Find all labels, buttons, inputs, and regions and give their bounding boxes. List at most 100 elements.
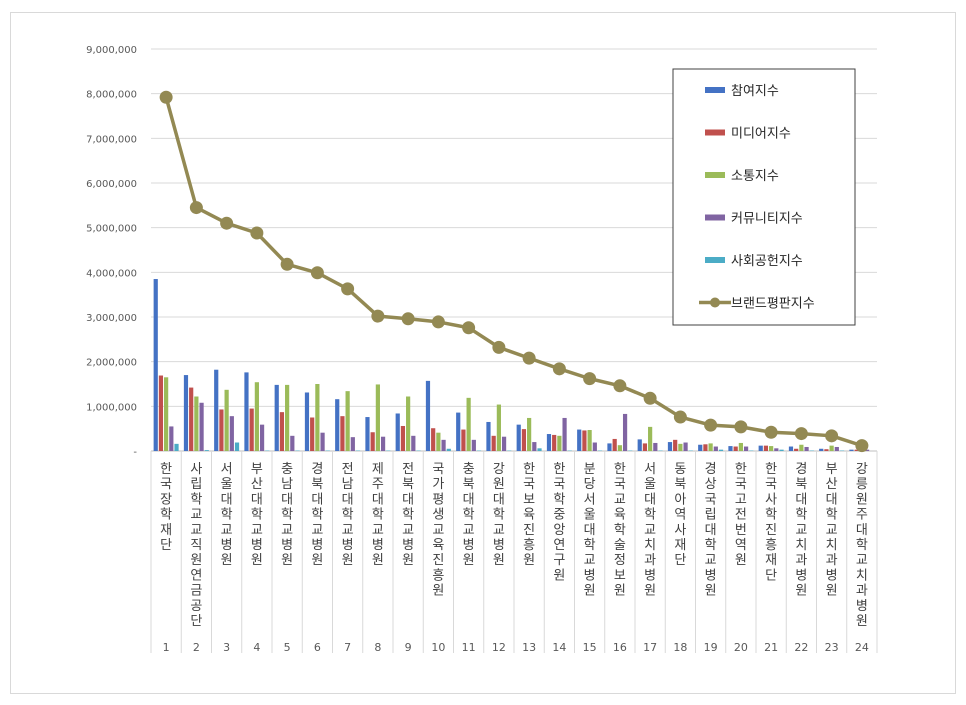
y-tick-label: 3,000,000 [86,313,137,324]
bar [219,409,224,451]
bar [667,442,673,451]
brand-reputation-chart: - 1,000,000 2,000,000 3,000,000 4,000,000 5,0… [86,45,878,654]
bar [562,417,567,451]
bar [532,442,537,451]
rank-label: 21 [764,641,778,654]
bar [249,408,254,451]
line-point [431,315,445,329]
bar [466,397,471,451]
bar [279,412,285,451]
bar [577,429,582,451]
bar [557,435,562,451]
legend-swatch [705,172,725,178]
line-point [401,312,415,326]
bar [713,446,718,451]
bar [224,389,229,451]
bar [521,429,527,451]
line-point [462,321,476,335]
rank-label: 22 [794,641,808,654]
line-point [613,379,627,393]
y-tick-label: 6,000,000 [86,179,137,190]
bar [537,448,542,451]
bar [733,446,738,451]
bar [446,448,451,451]
bar [199,402,204,451]
y-tick-label: 4,000,000 [86,268,137,279]
y-axis: - 1,000,000 2,000,000 3,000,000 4,000,000 5,0… [86,45,137,458]
bar [395,413,400,451]
bar [461,429,466,451]
bar [864,449,870,451]
bar [486,421,491,451]
line-point [220,216,234,230]
bar [496,404,501,451]
bar [516,424,521,451]
bar [441,439,446,451]
bar [274,384,279,451]
bar [708,443,713,451]
line-point [280,257,294,271]
bar [259,424,265,451]
bar [285,384,290,451]
bar [849,449,854,451]
bar [854,449,859,451]
rank-label: 14 [552,641,566,654]
line-point [734,420,748,434]
bars [153,279,870,451]
bar [612,438,617,451]
bar [774,448,779,451]
bar [683,442,688,451]
bar [183,375,189,451]
bar [819,448,824,451]
bar [153,279,158,451]
bar [244,372,249,451]
rank-label: 5 [284,641,291,654]
legend-label: 소통지수 [731,169,779,184]
y-tick-label: 5,000,000 [86,224,137,235]
bar [546,434,552,451]
legend-swatch [705,129,725,136]
bar [527,417,532,451]
legend-swatch [705,214,725,221]
bar [491,435,496,451]
rank-label: 23 [825,641,839,654]
line-point [552,362,566,376]
line-point [250,226,264,240]
bar [345,391,350,451]
rank-label: 24 [855,641,869,654]
bar [380,436,386,451]
bar [769,446,774,451]
bar [788,446,794,451]
rank-label: 12 [492,641,506,654]
bar [174,443,179,451]
rank-label: 13 [522,641,536,654]
bar [728,446,733,451]
line-point [522,351,536,365]
line-point [794,427,808,441]
bar [229,416,234,451]
legend-swatch [705,257,725,263]
bar [456,412,461,451]
y-tick-label: 2,000,000 [86,358,137,369]
bar [254,382,259,451]
y-tick-label: 8,000,000 [86,90,137,101]
legend-label: 참여지수 [731,84,779,99]
bar [642,443,648,451]
bar [703,444,708,451]
bar [794,448,799,451]
line-point [341,282,355,296]
x-axis: 한 국 장 학 재 단 1 사 립 학 교 교 직 원 연 금 공 단 2 서 울 대 학 교 병 원 3 부 산 대 학 교 병 원 4 충 남 대 학 교… [150,451,878,654]
bar [315,384,320,451]
